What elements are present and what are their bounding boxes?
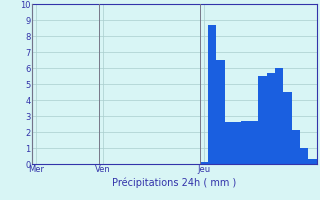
Bar [308,159,317,164]
Bar [200,162,208,164]
Bar [225,122,233,164]
Bar [267,73,275,164]
X-axis label: Précipitations 24h ( mm ): Précipitations 24h ( mm ) [112,177,236,188]
Bar [283,92,292,164]
Bar [208,25,216,164]
Bar [275,68,283,164]
Bar [241,121,250,164]
Bar [233,122,241,164]
Bar [258,76,267,164]
Bar [250,121,258,164]
Bar [216,60,225,164]
Bar [292,130,300,164]
Bar [300,148,308,164]
